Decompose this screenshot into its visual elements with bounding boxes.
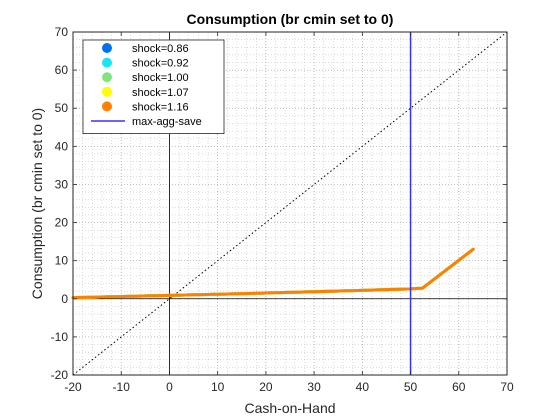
legend-label-max-agg-save: max-agg-save	[132, 116, 202, 128]
x-tick-label: 30	[307, 380, 321, 394]
legend-marker-2	[103, 58, 112, 67]
x-tick-label: 50	[404, 380, 418, 394]
y-tick-label: 0	[61, 292, 68, 306]
legend-marker-3	[103, 73, 112, 82]
legend-label-5: shock=1.16	[132, 101, 189, 113]
y-tick-label: 10	[55, 254, 69, 268]
x-tick-label: 70	[500, 380, 514, 394]
y-tick-label: 60	[55, 63, 69, 77]
legend-label-4: shock=1.07	[132, 87, 189, 99]
x-axis-title: Cash-on-Hand	[244, 400, 335, 416]
legend-marker-1	[103, 44, 112, 53]
x-tick-label: 0	[166, 380, 173, 394]
y-tick-label: 70	[55, 25, 69, 39]
legend: shock=0.86 shock=0.92 shock=1.00 shock=1.07…	[83, 40, 224, 134]
legend-label-1: shock=0.86	[132, 43, 189, 55]
x-tick-label: -10	[113, 380, 131, 394]
legend-marker-4	[103, 87, 112, 96]
x-tick-label: -20	[64, 380, 82, 394]
x-tick-label: 40	[356, 380, 370, 394]
x-tick-label: 60	[452, 380, 466, 394]
y-tick-label: -20	[51, 368, 69, 382]
x-tick-label: 20	[259, 380, 273, 394]
chart-title: Consumption (br cmin set to 0)	[187, 11, 394, 27]
y-tick-label: -10	[51, 330, 69, 344]
y-tick-label: 40	[55, 139, 69, 153]
y-tick-label: 20	[55, 216, 69, 230]
legend-label-2: shock=0.92	[132, 58, 189, 70]
legend-label-3: shock=1.00	[132, 72, 189, 84]
legend-marker-5	[103, 102, 112, 111]
y-tick-label: 50	[55, 101, 69, 115]
x-tick-label: 10	[211, 380, 225, 394]
y-axis-title: Consumption (br cmin set to 0)	[29, 108, 45, 299]
y-tick-label: 30	[55, 177, 69, 191]
